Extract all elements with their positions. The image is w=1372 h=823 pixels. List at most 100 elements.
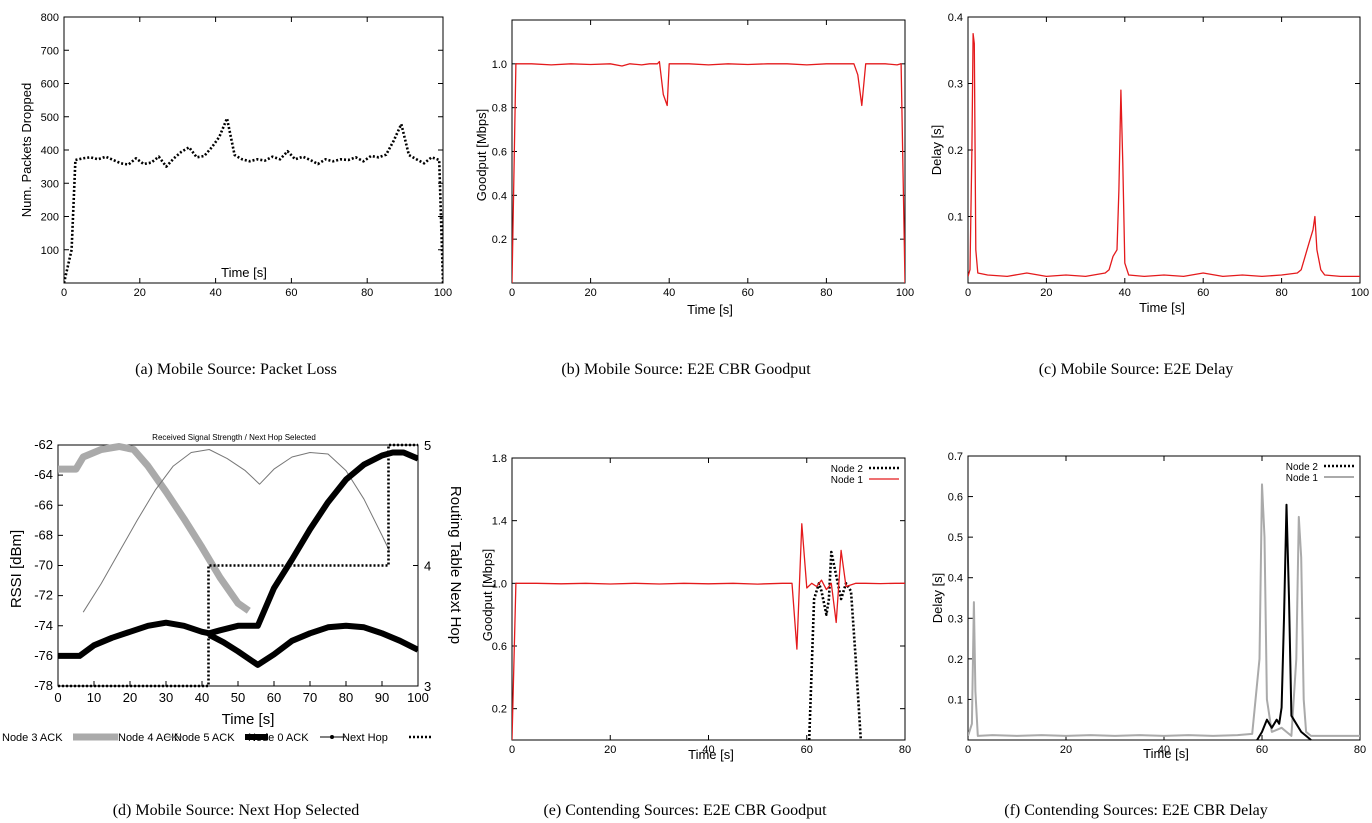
plot-frame (64, 17, 443, 283)
y-tick-label: 0.4 (948, 573, 963, 585)
x-tick-label: 20 (123, 690, 137, 705)
panel-a-caption: (a) Mobile Source: Packet Loss (135, 361, 337, 378)
plot-frame (512, 20, 905, 283)
x-tick-label: 20 (1040, 287, 1052, 299)
y-tick-label: 1.8 (492, 453, 507, 465)
panel-c-xlabel: Time [s] (1139, 300, 1185, 315)
x-tick-label: 10 (87, 690, 101, 705)
y-tick-label: -66 (34, 497, 53, 512)
y-tick-label: -64 (34, 467, 53, 482)
panel-e-caption: (e) Contending Sources: E2E CBR Goodput (543, 802, 827, 819)
legend-label: Node 2 (1286, 462, 1319, 473)
x-tick-label: 80 (1354, 744, 1366, 756)
y-tick-label: 200 (41, 212, 59, 224)
y-tick-label: 500 (41, 112, 59, 124)
y-tick-label: 600 (41, 79, 59, 91)
y2-tick-label: 5 (424, 438, 431, 453)
legend-label: Node 3 ACK (2, 732, 63, 744)
x-tick-label: 100 (896, 287, 914, 299)
y2-tick-label: 4 (424, 559, 431, 574)
panel-b-plot-area: 0 20 40 60 80 100 0.2 0.4 0.6 0.8 1.0 (492, 20, 914, 299)
plot-frame (512, 458, 905, 740)
panel-f-legend: Node 2Node 1 (1286, 462, 1354, 484)
x-tick-label: 0 (965, 287, 971, 299)
y-tick-label: 0.4 (948, 12, 963, 24)
y-tick-label: -76 (34, 648, 53, 663)
x-tick-label: 90 (375, 690, 389, 705)
x-tick-label: 60 (1256, 744, 1268, 756)
panel-f-plot-area: 0 20 40 60 80 0.1 0.2 0.3 0.4 0.5 0.6 0.7 (948, 451, 1366, 756)
y-tick-label: 0.3 (948, 79, 963, 91)
y-tick-label: 0.2 (492, 704, 507, 716)
panel-f-xlabel: Time [s] (1143, 746, 1189, 761)
x-tick-label: 40 (1119, 287, 1131, 299)
y-tick-label: 800 (41, 12, 59, 24)
panel-b: 0 20 40 60 80 100 0.2 0.4 0.6 0.8 1.0 Time [s] Goo… (474, 20, 914, 378)
series-line-node-3-ack (58, 447, 249, 611)
panel-d-plot-area: 0 10 20 30 40 50 60 70 80 90 100 -78 -76 -74 -72 -70 -68… (34, 437, 431, 705)
y-tick-label: -70 (34, 558, 53, 573)
y-tick-label: 0.8 (492, 103, 507, 115)
panel-d-title: Received Signal Strength / Next Hop Sele… (152, 433, 316, 442)
y-tick-label: 1.4 (492, 516, 507, 528)
panel-e-xlabel: Time [s] (688, 747, 734, 762)
y-tick-label: -62 (34, 437, 53, 452)
panel-e-ylabel: Goodput [Mbps] (480, 549, 495, 642)
x-tick-label: 80 (361, 287, 373, 299)
series-line-red (968, 34, 1360, 277)
y-tick-label: -74 (34, 618, 53, 633)
y-tick-label: 1.0 (492, 59, 507, 71)
y-tick-label: 0.5 (948, 532, 963, 544)
x-tick-label: 60 (1197, 287, 1209, 299)
panel-a-xlabel: Time [s] (221, 265, 267, 280)
x-tick-label: 100 (434, 287, 452, 299)
x-tick-label: 20 (584, 287, 596, 299)
x-tick-label: 0 (61, 287, 67, 299)
panel-b-xlabel: Time [s] (687, 302, 733, 317)
y-tick-label: 0.2 (948, 145, 963, 157)
x-tick-label: 40 (663, 287, 675, 299)
panel-d-y2label: Routing Table Next Hop (447, 486, 464, 644)
y-tick-label: 0.1 (948, 694, 963, 706)
panel-b-ylabel: Goodput [Mbps] (474, 109, 489, 202)
panel-e-plot-area: 0 20 40 60 800.20.61.01.41.8 (492, 453, 911, 756)
series-line-node-4-ack (83, 450, 389, 613)
series-line-dotted-black (64, 118, 443, 283)
y2-tick-label: 3 (424, 679, 431, 694)
panel-a-ylabel: Num. Packets Dropped (19, 83, 34, 217)
x-tick-label: 0 (965, 744, 971, 756)
panel-e: 0 20 40 60 80 0.2 0.6 1.0 1.4 1.8 Time [s] Goodpu… (480, 453, 911, 819)
legend-label: Next Hop (342, 732, 388, 744)
panel-d-xlabel: Time [s] (222, 711, 275, 728)
panel-f-ylabel: Delay [s] (930, 573, 945, 624)
x-tick-label: 0 (54, 690, 61, 705)
y-tick-label: 0.3 (948, 613, 963, 625)
panel-c-plot-area: 0 20 40 60 80 100 0.1 0.2 0.3 0.4 (948, 12, 1369, 299)
x-tick-label: 20 (1060, 744, 1072, 756)
panel-d-caption: (d) Mobile Source: Next Hop Selected (113, 802, 360, 819)
x-tick-label: 80 (1275, 287, 1287, 299)
y-tick-label: 400 (41, 145, 59, 157)
panel-d: 0 10 20 30 40 50 60 70 80 90 100 -78 -76 -74 -72 -70 -68… (2, 433, 464, 819)
x-tick-label: 80 (899, 744, 911, 756)
x-tick-label: 20 (134, 287, 146, 299)
y-tick-label: 0.2 (492, 234, 507, 246)
series-line-node-2 (809, 552, 861, 740)
y-tick-label: 0.7 (948, 451, 963, 463)
panel-d-ylabel: RSSI [dBm] (8, 530, 25, 608)
x-tick-label: 60 (267, 690, 281, 705)
x-tick-label: 0 (509, 744, 515, 756)
x-tick-label: 30 (159, 690, 173, 705)
x-tick-label: 0 (509, 287, 515, 299)
legend-swatch-marker (330, 735, 334, 739)
panel-b-caption: (b) Mobile Source: E2E CBR Goodput (561, 361, 811, 378)
y-tick-label: 0.6 (492, 147, 507, 159)
legend-label: Node 1 (831, 475, 864, 486)
series-line-node-1 (512, 524, 905, 740)
x-tick-label: 80 (339, 690, 353, 705)
legend-label: Node 1 (1286, 473, 1319, 484)
panel-f-caption: (f) Contending Sources: E2E CBR Delay (1004, 802, 1268, 819)
